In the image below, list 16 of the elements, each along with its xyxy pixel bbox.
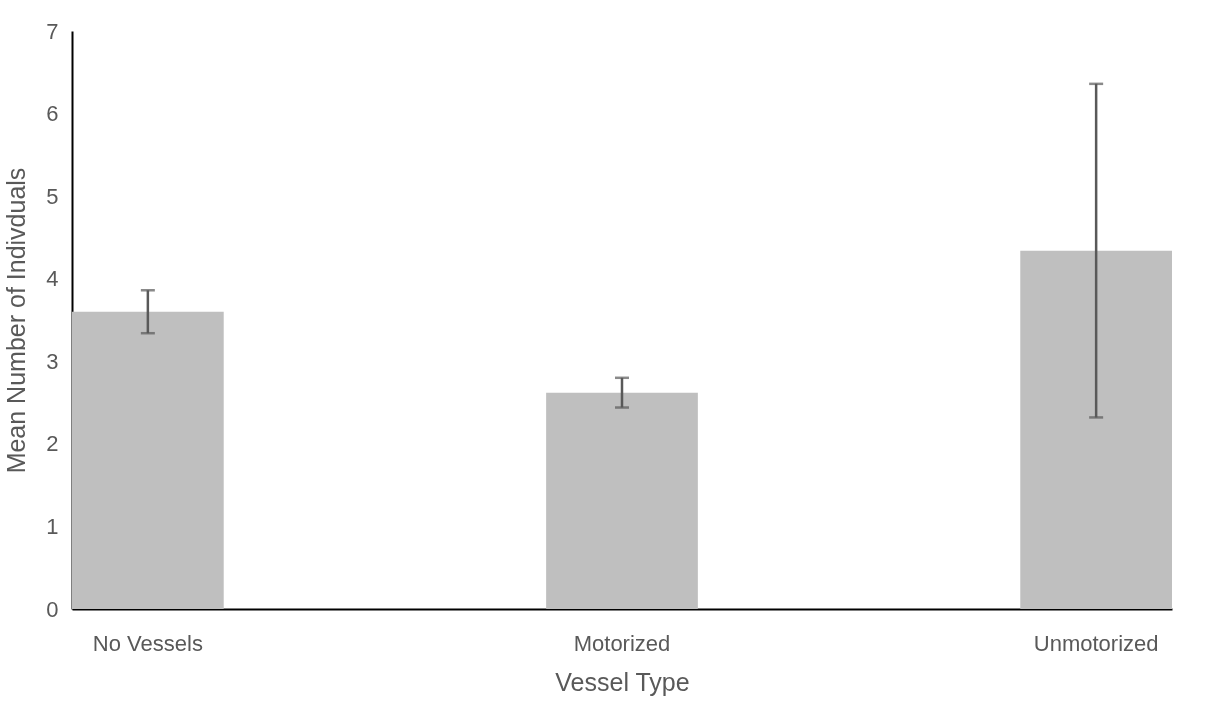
y-tick-label: 2: [46, 431, 59, 457]
bar: [546, 392, 698, 609]
bar: [1020, 250, 1172, 609]
y-tick-label: 7: [46, 18, 59, 44]
bar: [72, 311, 224, 609]
x-tick-label: No Vessels: [92, 630, 203, 656]
y-tick-label: 4: [46, 266, 59, 292]
x-axis-title: Vessel Type: [555, 667, 690, 696]
x-tick-label: Motorized: [573, 630, 671, 656]
y-tick-label: 1: [46, 513, 59, 539]
y-tick-label: 0: [46, 596, 59, 622]
y-tick-label: 3: [46, 348, 59, 374]
y-tick-label: 5: [46, 183, 59, 209]
x-tick-label: Unmotorized: [1033, 630, 1159, 656]
y-tick-label: 6: [46, 101, 59, 127]
y-axis-title: Mean Number of Indivduals: [2, 167, 31, 474]
